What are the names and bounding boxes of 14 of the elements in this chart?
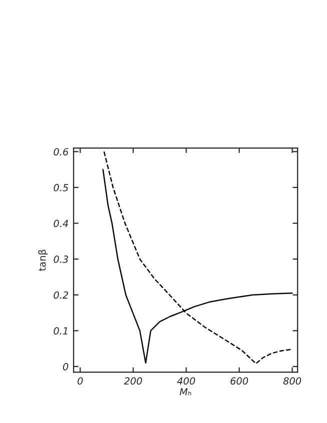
y-axis-title: tanβ [38,250,48,271]
y-tick-label: 0 [63,362,68,370]
x-tick-label: 600 [230,377,248,385]
x-tick-label: 400 [177,377,196,385]
y-tick-label: 0.5 [54,184,68,192]
y-tick-label: 0.1 [54,327,68,335]
y-tick-label: 0.4 [54,220,68,228]
x-axis-title: Mₕ [180,388,192,396]
x-tick-label: 800 [283,377,302,385]
y-tick-label: 0.6 [54,148,68,156]
x-tick-label: 0 [78,377,83,385]
y-tick-label: 0.2 [54,291,68,299]
y-tick-label: 0.3 [54,256,68,263]
x-tick-label: 200 [124,377,142,385]
